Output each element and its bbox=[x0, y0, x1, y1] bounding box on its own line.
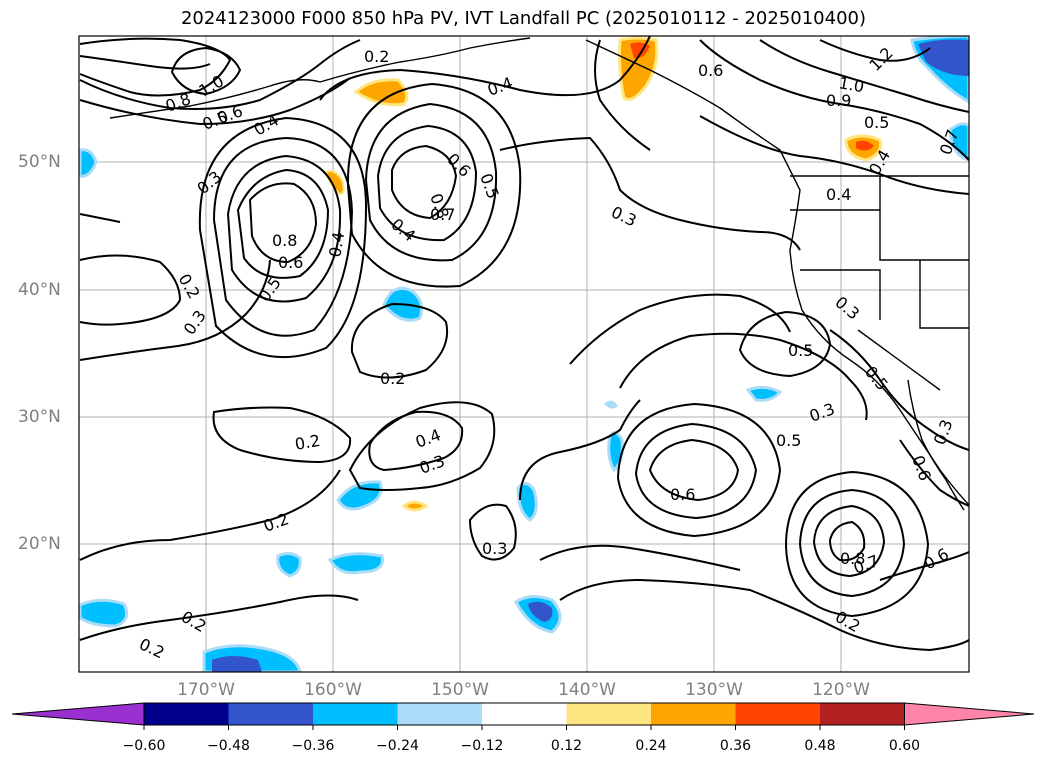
colorbar-extend-low bbox=[11, 702, 145, 726]
lon-label: 120°W bbox=[812, 680, 870, 700]
contour-label: 0.6 bbox=[278, 253, 303, 272]
colorbar bbox=[11, 702, 1035, 730]
colorbar-bin bbox=[228, 703, 313, 725]
colorbar-outline bbox=[143, 702, 905, 726]
colorbar-bin bbox=[566, 703, 651, 725]
contour-label: 0.7 bbox=[430, 205, 455, 224]
lat-label: 30°N bbox=[18, 407, 61, 427]
contour-label: 0.4 bbox=[325, 230, 348, 258]
colorbar-extend-high bbox=[904, 702, 1035, 726]
colorbar-bin bbox=[820, 703, 905, 725]
colorbar-tick-label: 0.12 bbox=[550, 738, 583, 754]
colorbar-tick-label: 0.24 bbox=[635, 738, 667, 754]
colorbar-tick-label: 0.36 bbox=[719, 738, 752, 754]
gridlines bbox=[79, 36, 969, 672]
map-title: 2024123000 F000 850 hPa PV, IVT Landfall… bbox=[180, 8, 867, 29]
colorbar-bin bbox=[735, 703, 820, 725]
colorbar-tick-label: −0.12 bbox=[460, 738, 504, 754]
contour-label: 1.0 bbox=[837, 73, 865, 96]
colorbar-tick-label: 0.60 bbox=[888, 738, 921, 754]
lon-label: 160°W bbox=[304, 680, 362, 700]
pv-contours bbox=[79, 36, 969, 652]
colorbar-bin bbox=[482, 703, 567, 725]
contour-label: 0.9 bbox=[826, 91, 851, 110]
colorbar-tick-label: 0.48 bbox=[804, 738, 836, 754]
contour-label: 0.2 bbox=[293, 431, 321, 454]
lat-label: 50°N bbox=[18, 152, 61, 172]
lon-label: 130°W bbox=[685, 680, 743, 700]
colorbar-tick-label: −0.36 bbox=[291, 738, 335, 754]
lon-label: 140°W bbox=[558, 680, 616, 700]
colorbar-bin bbox=[651, 703, 736, 725]
contour-label: 0.6 bbox=[698, 61, 723, 80]
colorbar-tick-label: −0.24 bbox=[376, 738, 419, 754]
colorbar-tick-label: −0.60 bbox=[122, 738, 166, 754]
lon-label: 150°W bbox=[431, 680, 489, 700]
contour-label: 0.8 bbox=[840, 549, 865, 568]
map-frame bbox=[78, 35, 970, 673]
contour-label: 0.5 bbox=[864, 113, 889, 132]
colorbar-bin bbox=[313, 703, 398, 725]
contour-label: 0.5 bbox=[788, 341, 813, 360]
contour-label: 0.4 bbox=[826, 185, 851, 204]
ivt-shading bbox=[79, 36, 969, 672]
contour-label: 0.2 bbox=[364, 47, 389, 66]
colorbar-bin bbox=[144, 703, 229, 725]
contour-label: 0.5 bbox=[776, 431, 801, 450]
contour-label: 0.3 bbox=[482, 539, 507, 558]
colorbar-bin bbox=[397, 703, 482, 725]
contour-label: 0.8 bbox=[272, 231, 297, 250]
lon-label: 170°W bbox=[177, 680, 235, 700]
contour-label: 0.2 bbox=[380, 369, 405, 388]
lat-label: 40°N bbox=[18, 280, 61, 300]
contour-label: 0.6 bbox=[670, 485, 695, 504]
colorbar-tick-label: −0.48 bbox=[207, 738, 250, 754]
lat-label: 20°N bbox=[18, 534, 61, 554]
